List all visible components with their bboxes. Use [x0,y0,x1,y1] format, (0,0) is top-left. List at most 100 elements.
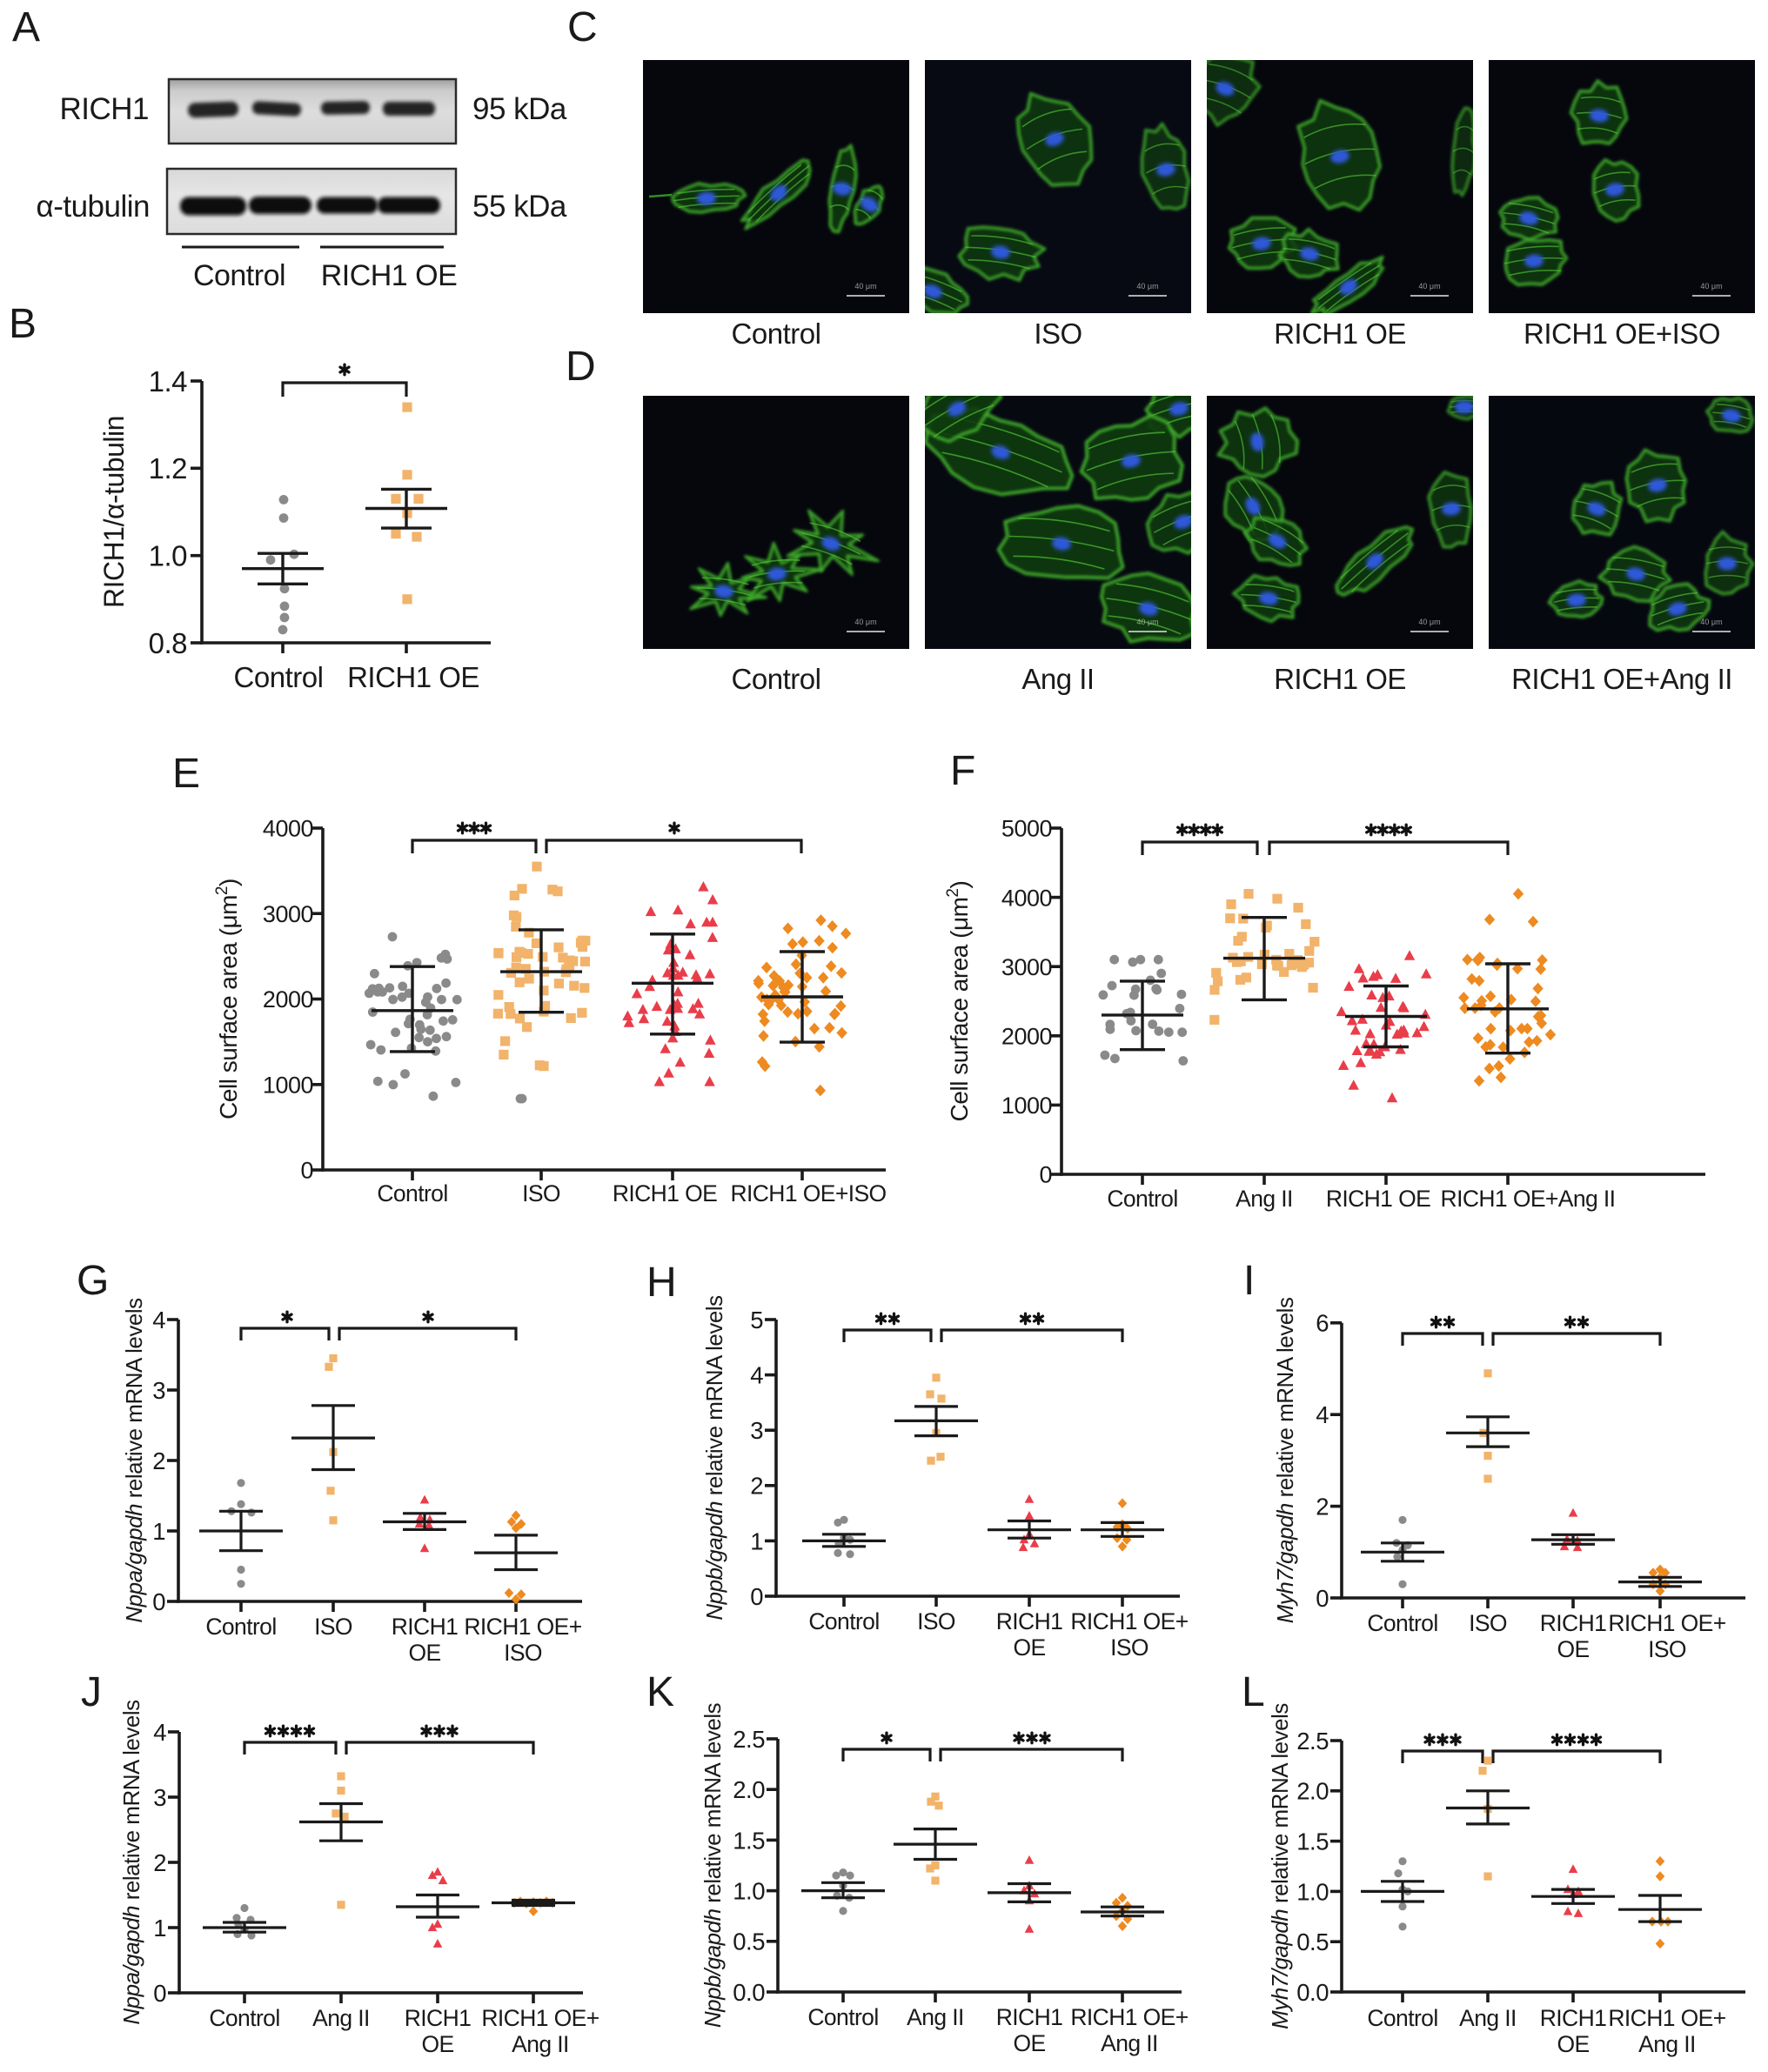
svg-text:0: 0 [300,1158,313,1184]
svg-text:1: 1 [152,1518,165,1545]
svg-text:2.0: 2.0 [1296,1778,1329,1805]
svg-text:40 μm: 40 μm [1136,618,1158,626]
svg-text:RICH1 OE+Ang II: RICH1 OE+Ang II [1441,1186,1616,1212]
svg-text:0.5: 0.5 [1296,1928,1329,1955]
svg-text:0.0: 0.0 [733,1979,765,2006]
svg-text:G: G [77,1258,109,1304]
svg-text:40 μm: 40 μm [1418,282,1440,291]
svg-text:Nppb/gapdh relative mRNA level: Nppb/gapdh relative mRNA levels [701,1295,727,1621]
svg-text:4: 4 [750,1362,763,1389]
svg-text:Control: Control [808,1608,879,1634]
svg-text:1.0: 1.0 [149,540,188,572]
svg-text:C: C [567,4,598,50]
svg-text:2: 2 [1316,1494,1329,1521]
svg-text:ISO: ISO [1648,1636,1686,1662]
svg-text:40 μm: 40 μm [1700,618,1722,626]
svg-text:RICH1: RICH1 [59,92,149,126]
svg-text:1: 1 [750,1527,763,1554]
svg-text:H: H [646,1260,677,1306]
svg-text:Control: Control [209,2005,279,2031]
svg-text:RICH1 OE: RICH1 OE [347,661,479,693]
svg-text:RICH1 OE+: RICH1 OE+ [464,1614,581,1640]
svg-text:0: 0 [153,1980,166,2007]
svg-text:2: 2 [152,1447,165,1474]
svg-text:D: D [566,344,596,390]
svg-text:2: 2 [153,1849,166,1876]
svg-text:1: 1 [153,1915,166,1942]
svg-text:RICH1 OE+ISO: RICH1 OE+ISO [1524,317,1720,350]
svg-text:6: 6 [1316,1310,1329,1337]
svg-text:RICH1 OE: RICH1 OE [321,259,458,292]
svg-text:ISO: ISO [1469,1610,1507,1636]
svg-text:Nppa/gapdh relative mRNA level: Nppa/gapdh relative mRNA levels [121,1298,147,1623]
svg-text:A: A [12,4,40,50]
svg-text:RICH1 OE+: RICH1 OE+ [1070,1608,1188,1634]
svg-text:Ang II: Ang II [1236,1186,1293,1212]
svg-text:Control: Control [732,317,821,350]
svg-text:40 μm: 40 μm [1418,618,1440,626]
svg-text:4000: 4000 [1001,885,1052,911]
svg-text:RICH1: RICH1 [1540,2005,1607,2031]
svg-text:ISO: ISO [504,1640,542,1666]
svg-text:OE: OE [421,2031,453,2057]
svg-text:Ang II: Ang II [1459,2005,1517,2031]
svg-text:ISO: ISO [1110,1634,1149,1661]
svg-text:0: 0 [1039,1162,1052,1188]
svg-text:Control: Control [377,1180,447,1206]
svg-text:Cell surface area (μm2): Cell surface area (μm2) [944,881,973,1122]
svg-text:Control: Control [1107,1186,1177,1212]
svg-text:OE: OE [1013,1634,1045,1661]
svg-text:Control: Control [234,661,324,693]
svg-text:3: 3 [153,1784,166,1811]
svg-text:2000: 2000 [263,986,313,1013]
svg-text:3: 3 [750,1417,763,1444]
svg-text:40 μm: 40 μm [1700,282,1722,291]
svg-text:RICH1: RICH1 [405,2005,472,2031]
svg-text:1.2: 1.2 [149,452,187,485]
svg-text:F: F [950,748,975,794]
svg-text:2000: 2000 [1001,1024,1052,1050]
svg-text:2.0: 2.0 [733,1776,765,1803]
svg-text:4: 4 [152,1307,165,1333]
svg-text:40 μm: 40 μm [1136,282,1158,291]
svg-text:55 kDa: 55 kDa [472,190,567,224]
svg-text:RICH1: RICH1 [996,1608,1063,1634]
svg-text:Myh7/gapdh relative mRNA level: Myh7/gapdh relative mRNA levels [1267,1703,1293,2029]
svg-text:RICH1 OE: RICH1 OE [613,1180,717,1206]
svg-text:RICH1 OE: RICH1 OE [1274,663,1406,695]
svg-text:OE: OE [408,1640,440,1666]
svg-text:Control: Control [807,2004,878,2030]
svg-text:Nppa/gapdh relative mRNA level: Nppa/gapdh relative mRNA levels [118,1700,144,2025]
svg-text:RICH1 OE: RICH1 OE [1326,1186,1430,1212]
svg-text:3: 3 [152,1377,165,1404]
svg-text:RICH1 OE+Ang II: RICH1 OE+Ang II [1511,663,1732,695]
svg-text:α-tubulin: α-tubulin [36,190,150,224]
svg-text:2.5: 2.5 [1296,1728,1329,1755]
svg-text:RICH1/α-tubulin: RICH1/α-tubulin [98,416,130,608]
svg-text:ISO: ISO [1034,317,1082,350]
svg-text:Control: Control [732,663,821,695]
svg-text:Myh7/gapdh relative mRNA level: Myh7/gapdh relative mRNA levels [1272,1297,1298,1623]
svg-text:95 kDa: 95 kDa [472,92,567,126]
svg-text:Ang II: Ang II [312,2005,370,2031]
svg-text:Ang II: Ang II [1101,2030,1158,2056]
svg-text:1.5: 1.5 [733,1827,765,1854]
svg-text:0: 0 [750,1583,763,1610]
svg-text:RICH1: RICH1 [996,2004,1063,2030]
svg-text:4: 4 [1316,1401,1329,1428]
svg-text:RICH1 OE+: RICH1 OE+ [1608,1610,1725,1636]
svg-text:5: 5 [750,1307,763,1333]
svg-text:Control: Control [1367,2005,1437,2031]
svg-text:1000: 1000 [1001,1093,1052,1119]
svg-text:ISO: ISO [917,1608,955,1634]
svg-text:ISO: ISO [522,1180,560,1206]
svg-text:5000: 5000 [1001,816,1052,842]
svg-text:Ang II: Ang II [1638,2031,1696,2057]
svg-text:OE: OE [1013,2030,1045,2056]
svg-text:1000: 1000 [263,1073,313,1099]
svg-text:B: B [9,301,37,347]
svg-text:RICH1: RICH1 [1540,1610,1607,1636]
svg-text:1.0: 1.0 [1296,1878,1329,1905]
svg-text:OE: OE [1557,2031,1589,2057]
svg-text:0.0: 0.0 [1296,1979,1329,2006]
